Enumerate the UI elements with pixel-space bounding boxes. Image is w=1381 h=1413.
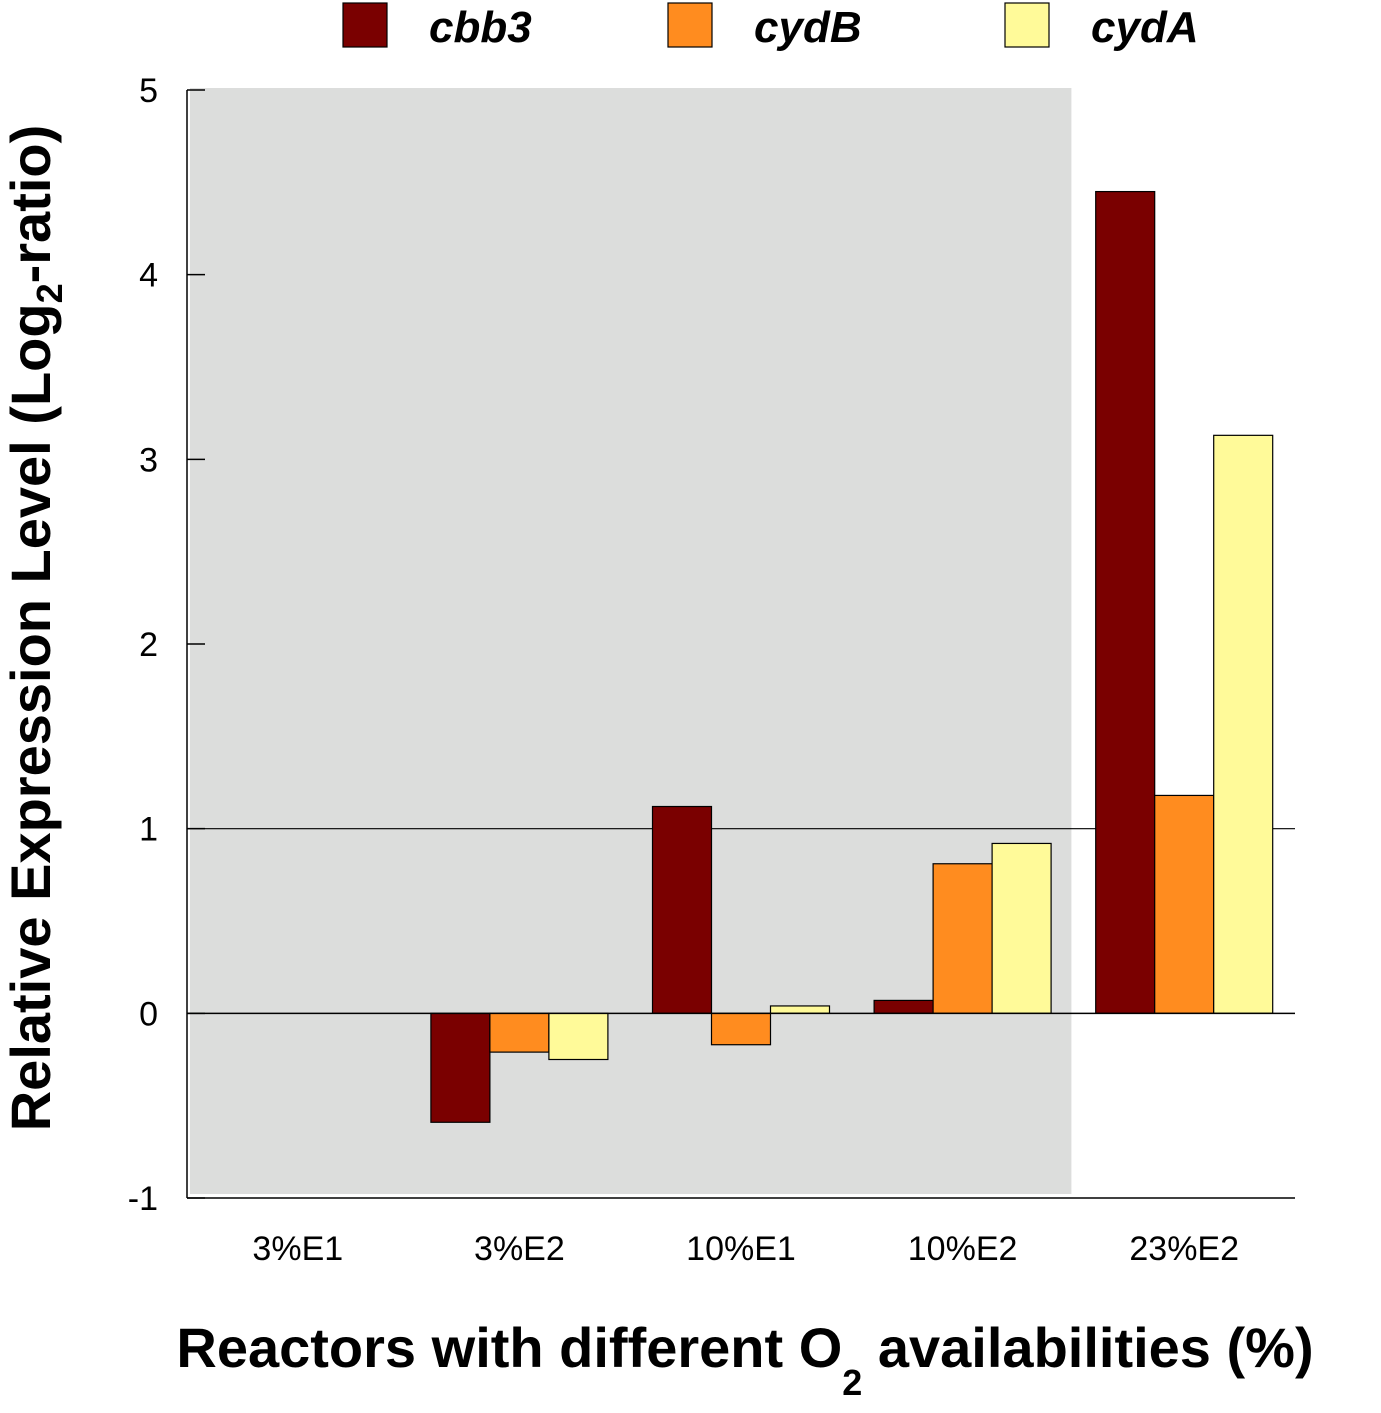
- bar-cydA-10%E1: [769, 1005, 831, 1014]
- shaded-region: [190, 88, 1072, 1194]
- y-tick-label: 2: [139, 626, 158, 664]
- y-tick-label: 0: [139, 995, 158, 1033]
- legend: cbb3 cydB cydA: [342, 2, 1199, 52]
- bar-cydA-10%E2: [991, 842, 1052, 1014]
- x-axis-title-tail: availabilities (%): [862, 1316, 1313, 1379]
- bar-cydA-23%E2: [1213, 434, 1274, 1014]
- bar-cbb3-10%E1: [651, 805, 713, 1014]
- x-category-label: 23%E2: [1129, 1230, 1239, 1268]
- x-axis-title-main: Reactors with different O: [176, 1316, 842, 1379]
- x-category-label: 10%E1: [686, 1230, 796, 1268]
- legend-label-cbb3: cbb3: [429, 3, 532, 52]
- x-category-label: 3%E1: [252, 1230, 343, 1268]
- y-tick-label: 3: [139, 441, 158, 479]
- legend-swatch-cydA: [1004, 2, 1050, 48]
- legend-label-cydA: cydA: [1091, 3, 1199, 52]
- x-axis-title-sub: 2: [842, 1362, 862, 1403]
- y-axis-title-sub: 2: [29, 283, 70, 303]
- y-tick-label: -1: [128, 1180, 158, 1218]
- bars-group: [430, 190, 1274, 1123]
- y-ticks-group: 5 4 3 2 1 0 -1: [128, 72, 205, 1218]
- x-category-label: 10%E2: [908, 1230, 1018, 1268]
- y-axis-title-tail: -ratio): [0, 125, 62, 284]
- bar-cbb3-3%E2: [430, 1012, 491, 1123]
- y-tick-label: 1: [139, 811, 158, 849]
- legend-swatch-cydB: [667, 2, 713, 48]
- bar-cydB-23%E2: [1154, 794, 1215, 1014]
- bar-cydA-3%E2: [548, 1012, 609, 1061]
- y-axis-title-main: Relative Expression Level (Log: [0, 303, 62, 1131]
- bar-cbb3-23%E2: [1095, 190, 1156, 1014]
- bar-cbb3-10%E2: [873, 999, 934, 1014]
- bar-cydB-10%E1: [710, 1012, 772, 1046]
- y-tick-label: 4: [139, 257, 158, 295]
- legend-label-cydB: cydB: [754, 3, 862, 52]
- bar-cydB-10%E2: [932, 863, 993, 1014]
- x-axis-title: Reactors with different O2 availabilitie…: [176, 1316, 1313, 1403]
- bar-cydB-3%E2: [489, 1012, 550, 1053]
- y-axis-title: Relative Expression Level (Log2-ratio): [0, 125, 70, 1132]
- legend-swatch-cbb3: [342, 2, 388, 48]
- x-category-label: 3%E2: [474, 1230, 565, 1268]
- y-tick-label: 5: [139, 72, 158, 110]
- x-category-labels: 3%E1 3%E2 10%E1 10%E2 23%E2: [252, 1230, 1239, 1268]
